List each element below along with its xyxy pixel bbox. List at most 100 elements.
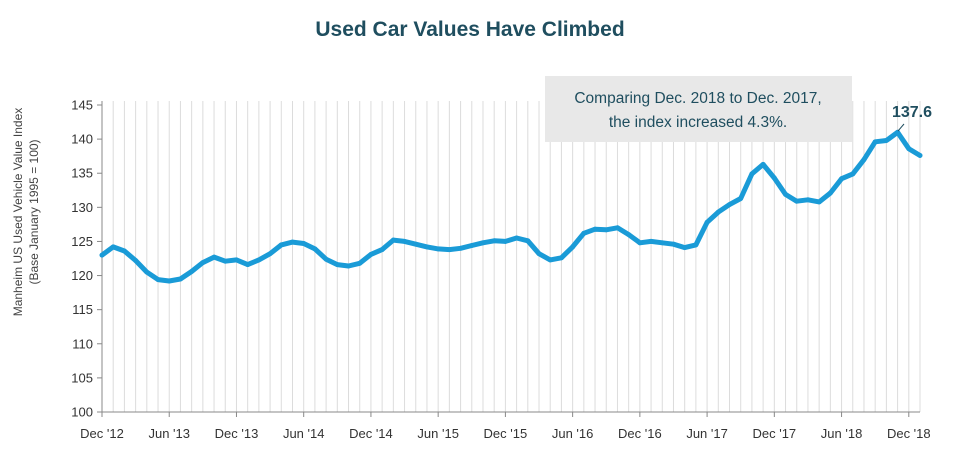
data-point bbox=[379, 247, 385, 253]
annotation-line1: Comparing Dec. 2018 to Dec. 2017, bbox=[574, 90, 821, 107]
y-axis-ticks: 100 105 110 115 120 125 130 135 140 145 bbox=[71, 98, 102, 420]
data-point bbox=[872, 139, 878, 145]
data-point bbox=[189, 269, 195, 274]
data-point bbox=[99, 252, 105, 258]
data-point bbox=[290, 239, 295, 245]
data-point bbox=[245, 262, 251, 268]
data-point bbox=[917, 153, 923, 158]
annotation-line2: the index increased 4.3%. bbox=[609, 114, 787, 131]
data-point bbox=[671, 241, 676, 247]
data-point bbox=[368, 252, 374, 257]
data-point bbox=[626, 232, 632, 238]
data-point bbox=[536, 251, 542, 257]
x-tick-label: Dec '18 bbox=[887, 426, 931, 441]
series-polyline bbox=[99, 129, 923, 284]
data-point bbox=[895, 129, 900, 135]
data-point bbox=[267, 251, 273, 257]
x-tick-label: Dec '17 bbox=[752, 426, 796, 441]
data-point bbox=[346, 263, 351, 269]
data-point bbox=[581, 230, 587, 236]
y-axis-label-line1: Manheim US Used Vehicle Value Index bbox=[11, 108, 25, 317]
data-point bbox=[323, 256, 329, 262]
data-point bbox=[715, 209, 721, 215]
data-point bbox=[570, 244, 576, 250]
data-point bbox=[469, 243, 475, 248]
data-point bbox=[805, 197, 811, 203]
data-point bbox=[514, 235, 520, 241]
data-point bbox=[278, 242, 284, 248]
data-point bbox=[559, 255, 564, 261]
end-value-leader bbox=[897, 123, 905, 132]
y-tick-label: 120 bbox=[71, 268, 93, 283]
data-point bbox=[480, 240, 486, 246]
x-tick-label: Jun '16 bbox=[552, 426, 594, 441]
y-tick-label: 140 bbox=[71, 132, 93, 147]
x-tick-label: Jun '15 bbox=[417, 426, 459, 441]
x-tick-label: Dec '15 bbox=[484, 426, 528, 441]
data-point bbox=[155, 277, 161, 283]
data-point bbox=[234, 257, 239, 263]
data-point bbox=[906, 146, 912, 152]
y-tick-label: 145 bbox=[71, 98, 93, 113]
data-point bbox=[133, 258, 139, 263]
x-tick-label: Dec '13 bbox=[215, 426, 259, 441]
data-point bbox=[637, 240, 643, 246]
data-point bbox=[827, 190, 833, 196]
data-point bbox=[200, 260, 206, 265]
data-point bbox=[693, 242, 699, 248]
x-tick-label: Dec '12 bbox=[80, 426, 124, 441]
data-point bbox=[783, 191, 788, 197]
data-point bbox=[794, 198, 800, 204]
data-point bbox=[816, 199, 822, 205]
y-axis-label: Manheim US Used Vehicle Value Index (Bas… bbox=[11, 108, 41, 317]
data-point bbox=[446, 247, 452, 253]
data-point bbox=[491, 238, 497, 244]
data-point bbox=[749, 171, 755, 177]
y-axis-label-line2: (Base January 1995 = 100) bbox=[27, 139, 41, 284]
data-point bbox=[334, 262, 340, 268]
data-point bbox=[178, 276, 183, 282]
end-value-label: 137.6 bbox=[892, 104, 932, 121]
data-point bbox=[648, 239, 654, 244]
data-point bbox=[547, 257, 553, 263]
data-point bbox=[211, 254, 217, 260]
data-point bbox=[592, 226, 598, 232]
data-point bbox=[357, 260, 363, 266]
data-point bbox=[312, 246, 318, 252]
y-tick-label: 125 bbox=[71, 234, 93, 249]
y-tick-label: 110 bbox=[72, 336, 93, 351]
data-point bbox=[704, 219, 710, 225]
x-tick-label: Jun '17 bbox=[686, 426, 728, 441]
annotation-background bbox=[545, 76, 852, 142]
data-point bbox=[256, 257, 262, 263]
data-point bbox=[402, 239, 407, 244]
data-point bbox=[166, 278, 172, 284]
y-tick-label: 135 bbox=[71, 166, 93, 181]
data-point bbox=[760, 161, 766, 167]
data-point bbox=[603, 227, 609, 233]
chart-title: Used Car Values Have Climbed bbox=[315, 18, 624, 41]
data-point bbox=[413, 241, 419, 247]
annotation-box: Comparing Dec. 2018 to Dec. 2017, the in… bbox=[545, 76, 852, 142]
y-tick-label: 130 bbox=[71, 200, 93, 215]
x-tick-label: Jun '14 bbox=[283, 426, 325, 441]
data-point bbox=[525, 238, 531, 244]
data-point bbox=[458, 245, 463, 251]
data-point bbox=[615, 225, 620, 231]
y-tick-label: 100 bbox=[71, 405, 93, 420]
x-tick-label: Dec '14 bbox=[349, 426, 393, 441]
x-axis-ticks: Dec '12 Jun '13 Dec '13 Jun '14 Dec '14 Jun '… bbox=[80, 412, 931, 441]
data-point bbox=[771, 175, 777, 181]
data-point bbox=[727, 202, 732, 208]
y-tick-label: 115 bbox=[72, 302, 93, 317]
data-point bbox=[110, 244, 116, 250]
y-tick-label: 105 bbox=[71, 370, 93, 385]
data-point bbox=[122, 248, 127, 254]
data-point bbox=[502, 239, 508, 244]
x-tick-label: Dec '16 bbox=[618, 426, 662, 441]
data-point bbox=[301, 241, 307, 246]
data-point bbox=[390, 237, 396, 243]
data-point bbox=[222, 258, 228, 264]
data-point bbox=[850, 171, 856, 177]
